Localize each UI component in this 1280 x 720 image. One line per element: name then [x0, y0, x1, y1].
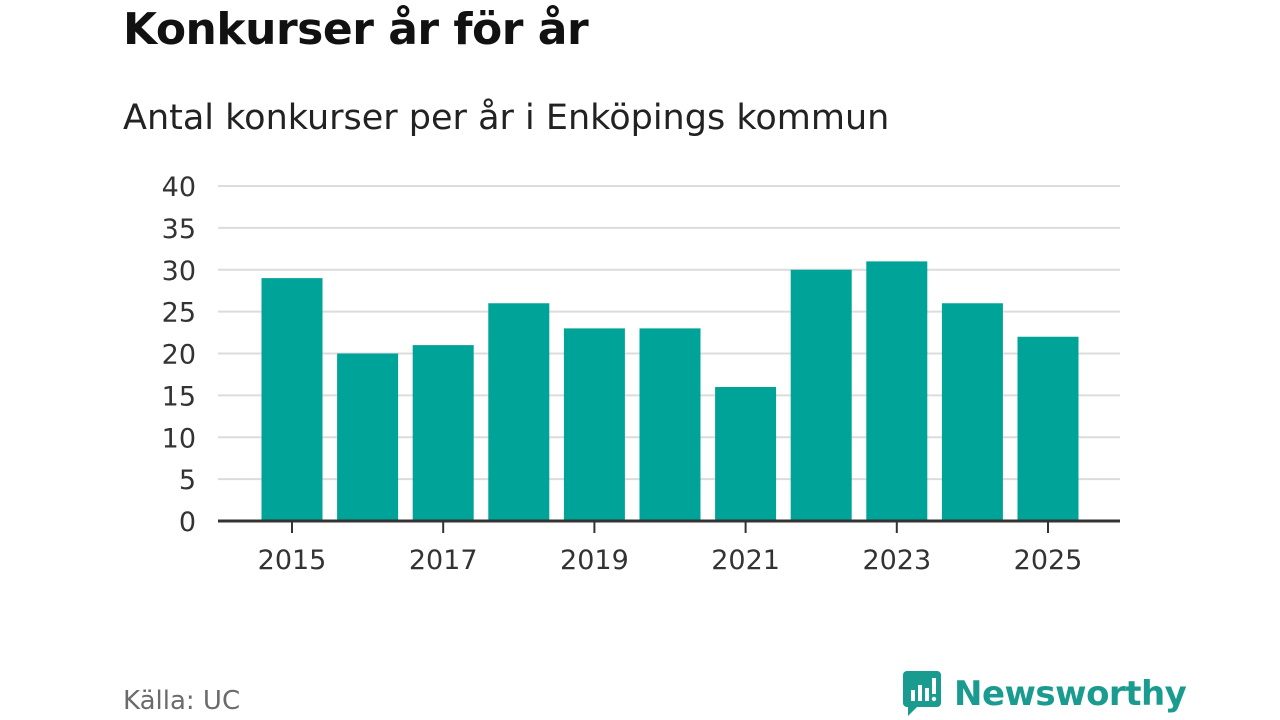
bar-2016: [337, 353, 399, 521]
x-axis: [218, 519, 1120, 533]
bar-2024: [941, 303, 1003, 521]
x-tick-label: 2019: [560, 545, 629, 576]
bar-2019: [563, 328, 625, 521]
chart-subtitle: Antal konkurser per år i Enköpings kommu…: [123, 98, 890, 138]
bar-2015: [261, 278, 323, 521]
y-tick-label: 30: [162, 256, 196, 287]
y-tick-label: 5: [179, 465, 196, 496]
y-tick-label: 15: [162, 381, 196, 412]
y-tick-label: 40: [162, 172, 196, 203]
bar-2020: [639, 328, 701, 521]
x-tick-label: 2017: [409, 545, 478, 576]
y-tick-label: 35: [162, 214, 196, 245]
bar-2018: [488, 303, 550, 521]
y-tick-label: 10: [162, 423, 196, 454]
x-tick-label: 2023: [862, 545, 931, 576]
y-tick-label: 0: [179, 507, 196, 538]
bar-2022: [790, 269, 852, 521]
chart-title: Konkurser år för år: [123, 4, 589, 55]
source-note: Källa: UC: [123, 686, 241, 716]
y-tick-label: 25: [162, 298, 196, 329]
y-tick-label: 20: [162, 340, 196, 371]
newsworthy-logo-icon: [903, 671, 941, 716]
x-tick-label: 2015: [258, 545, 327, 576]
y-axis-labels: 0 5 10 15 20 25 30 35 40: [162, 172, 196, 538]
bar-2023: [866, 261, 928, 521]
bar-2021: [715, 387, 777, 521]
brand[interactable]: Newsworthy: [902, 670, 1187, 718]
bars: [261, 261, 1079, 521]
bar-2017: [412, 345, 474, 521]
x-axis-labels: 2015 2017 2019 2021 2023 2025: [258, 545, 1083, 576]
brand-name: Newsworthy: [954, 674, 1187, 714]
x-tick-label: 2025: [1014, 545, 1083, 576]
x-tick-label: 2021: [711, 545, 780, 576]
bar-2025: [1017, 336, 1079, 521]
